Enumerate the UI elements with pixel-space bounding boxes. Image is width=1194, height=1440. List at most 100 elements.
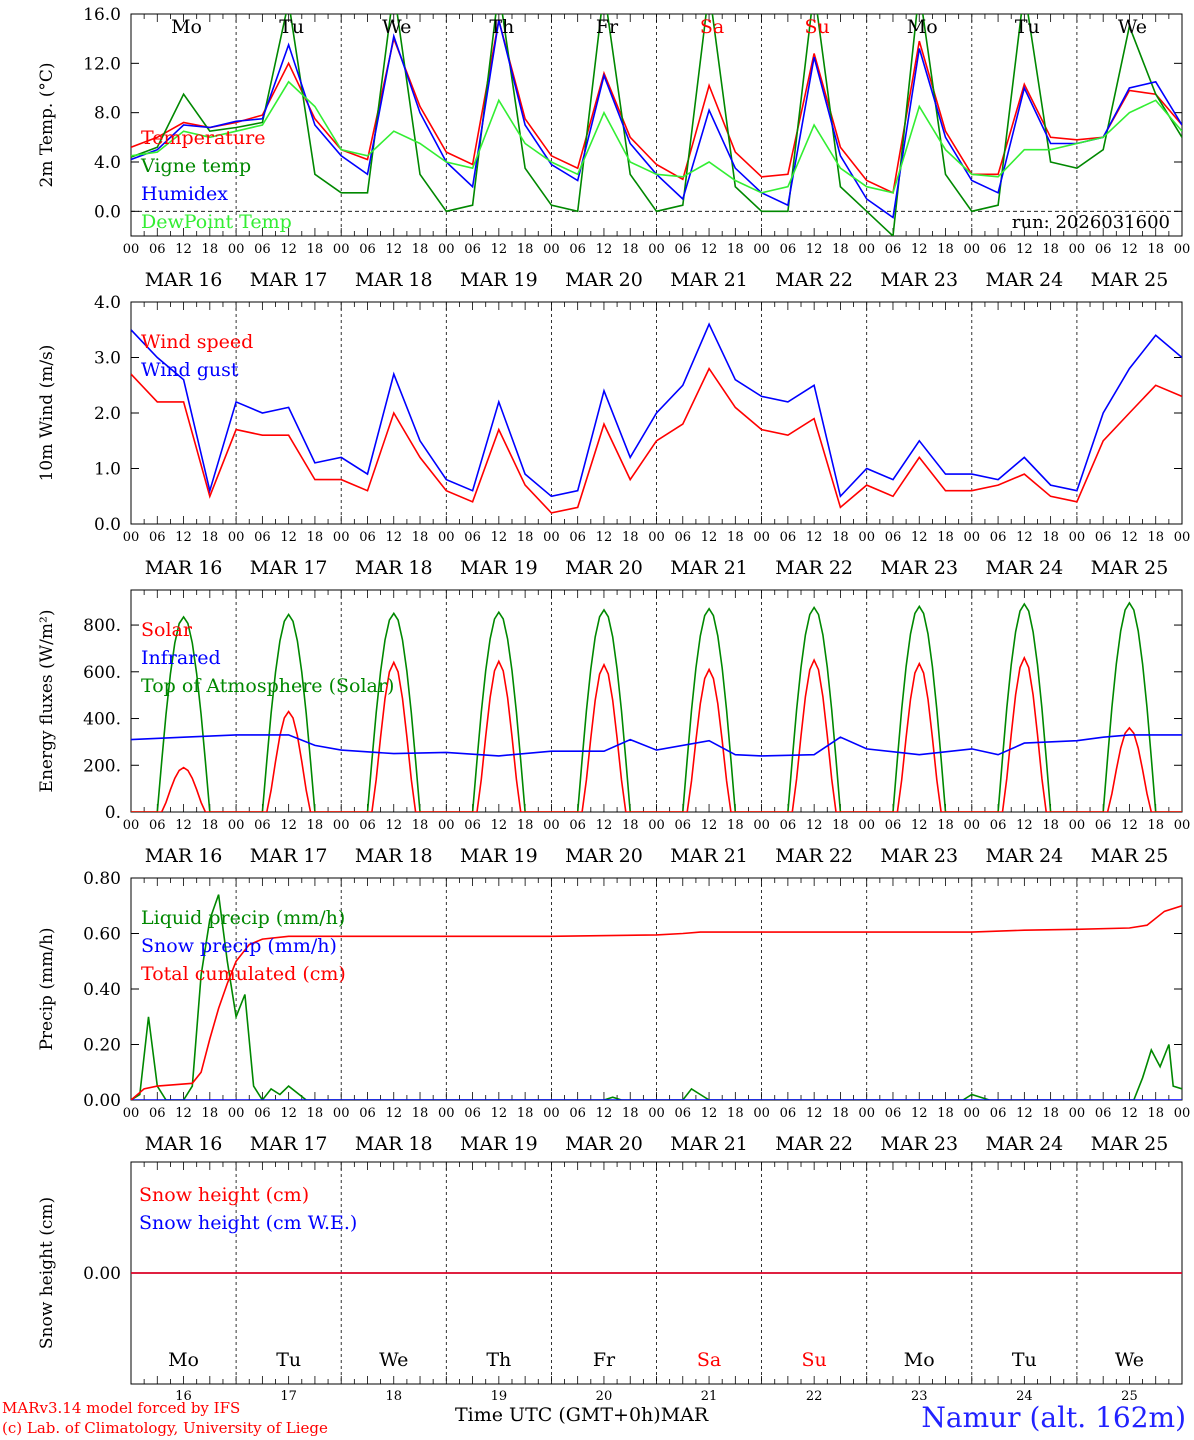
y-tick-label: 8.0 [94,104,121,124]
hour-tick-label: 18 [622,530,639,545]
day-label: Fr [593,1349,616,1371]
day-label: Tu [276,1349,301,1371]
day-number: 21 [701,1389,718,1404]
y-tick-label: 0.20 [83,1036,121,1056]
legend-snow-precip-mm-h: Snow precip (mm/h) [141,935,337,957]
hour-tick-label: 12 [1121,1106,1138,1121]
hour-tick-label: 18 [1147,530,1164,545]
date-label: MAR 17 [250,269,328,291]
hour-tick-label: 06 [359,530,376,545]
hour-tick-label: 18 [937,1106,954,1121]
hour-tick-label: 06 [359,818,376,833]
hour-tick-label: 00 [964,242,981,257]
hour-tick-label: 00 [648,242,665,257]
date-label: MAR 18 [355,557,433,579]
day-label: Tu [1015,16,1040,38]
day-label: Tu [1012,1349,1037,1371]
day-label: Fr [596,16,619,38]
hour-tick-label: 12 [701,242,718,257]
hour-tick-label: 18 [202,818,219,833]
hour-tick-label: 06 [780,242,797,257]
hour-tick-label: 00 [228,530,245,545]
hour-tick-label: 06 [569,1106,586,1121]
hour-tick-label: 12 [701,1106,718,1121]
day-number: 25 [1121,1389,1138,1404]
hour-tick-label: 12 [806,530,823,545]
day-label: We [1115,1349,1144,1371]
date-label: MAR 19 [460,557,538,579]
date-label: MAR 20 [565,269,643,291]
hour-tick-label: 06 [464,1106,481,1121]
date-label: MAR 21 [670,1133,748,1155]
hour-tick-label: 00 [543,818,560,833]
legend-snow-height-cm: Snow height (cm) [139,1184,309,1206]
y-axis-title: 10m Wind (m/s) [37,345,57,482]
month-label: MAR [660,1404,709,1426]
hour-tick-label: 06 [990,1106,1007,1121]
hour-tick-label: 00 [964,530,981,545]
hour-tick-label: 12 [701,530,718,545]
hour-tick-label: 00 [333,530,350,545]
hour-tick-label: 00 [543,242,560,257]
hour-tick-label: 06 [254,818,271,833]
date-label: MAR 22 [775,1133,853,1155]
hour-tick-label: 00 [858,818,875,833]
hour-tick-label: 00 [123,818,140,833]
day-number: 16 [175,1389,192,1404]
hour-tick-label: 12 [911,530,928,545]
hour-tick-label: 12 [806,818,823,833]
y-tick-label: 200. [83,756,121,776]
hour-tick-label: 00 [438,530,455,545]
hour-tick-label: 06 [990,530,1007,545]
date-label: MAR 17 [250,557,328,579]
hour-tick-label: 00 [123,242,140,257]
hour-tick-label: 12 [911,242,928,257]
hour-tick-label: 12 [175,242,192,257]
hour-tick-label: 18 [517,1106,534,1121]
hour-tick-label: 00 [1069,818,1086,833]
hour-tick-label: 06 [254,530,271,545]
y-tick-label: 0.0 [94,202,121,222]
date-label: MAR 21 [670,269,748,291]
hour-tick-label: 12 [596,530,613,545]
y-tick-label: 4.0 [94,153,121,173]
y-tick-label: 400. [83,710,121,730]
run-label: run: 2026031600 [1012,212,1170,233]
hour-tick-label: 06 [675,818,692,833]
panel-1: 0.0 4.0 8.0 12.0 16.0 2m Temp. (°C) 00 06 12 18 MA… [37,5,1190,291]
hour-tick-label: 18 [1042,1106,1059,1121]
day-number: 22 [806,1389,823,1404]
day-number: 19 [491,1389,508,1404]
panel-3: 0. 200. 400. 600. 800. Energy fluxes (W/m²) 00… [37,589,1190,867]
hour-tick-label: 12 [911,1106,928,1121]
hour-tick-label: 00 [1069,1106,1086,1121]
y-tick-label: 0.80 [83,869,121,889]
hour-tick-label: 00 [858,242,875,257]
day-label: Mo [907,16,938,38]
day-label: Sa [697,1349,721,1371]
panel-2: 0.0 1.0 2.0 3.0 4.0 10m Wind (m/s) 00 06 12 18 MAR… [37,293,1190,579]
hour-tick-label: 18 [517,530,534,545]
hour-tick-label: 12 [385,242,402,257]
day-number: 20 [596,1389,613,1404]
hour-tick-label: 12 [1016,1106,1033,1121]
date-label: MAR 19 [460,1133,538,1155]
hour-tick-label: 18 [412,818,429,833]
hour-tick-label: 12 [596,1106,613,1121]
date-label: MAR 25 [1091,1133,1169,1155]
series-total-cumulated-cm- [131,905,1182,1100]
hour-tick-label: 18 [937,530,954,545]
hour-tick-label: 18 [1042,242,1059,257]
hour-tick-label: 06 [675,530,692,545]
series-liquid-precip-mm-h- [131,894,1182,1100]
hour-tick-label: 06 [1095,818,1112,833]
date-label: MAR 25 [1091,269,1169,291]
date-label: MAR 17 [250,845,328,867]
y-tick-label: 16.0 [83,5,121,25]
hour-tick-label: 18 [202,530,219,545]
y-tick-label: 0.40 [83,980,121,1000]
hour-tick-label: 18 [727,530,744,545]
hour-tick-label: 18 [202,242,219,257]
hour-tick-label: 12 [280,530,297,545]
hour-tick-label: 06 [885,1106,902,1121]
